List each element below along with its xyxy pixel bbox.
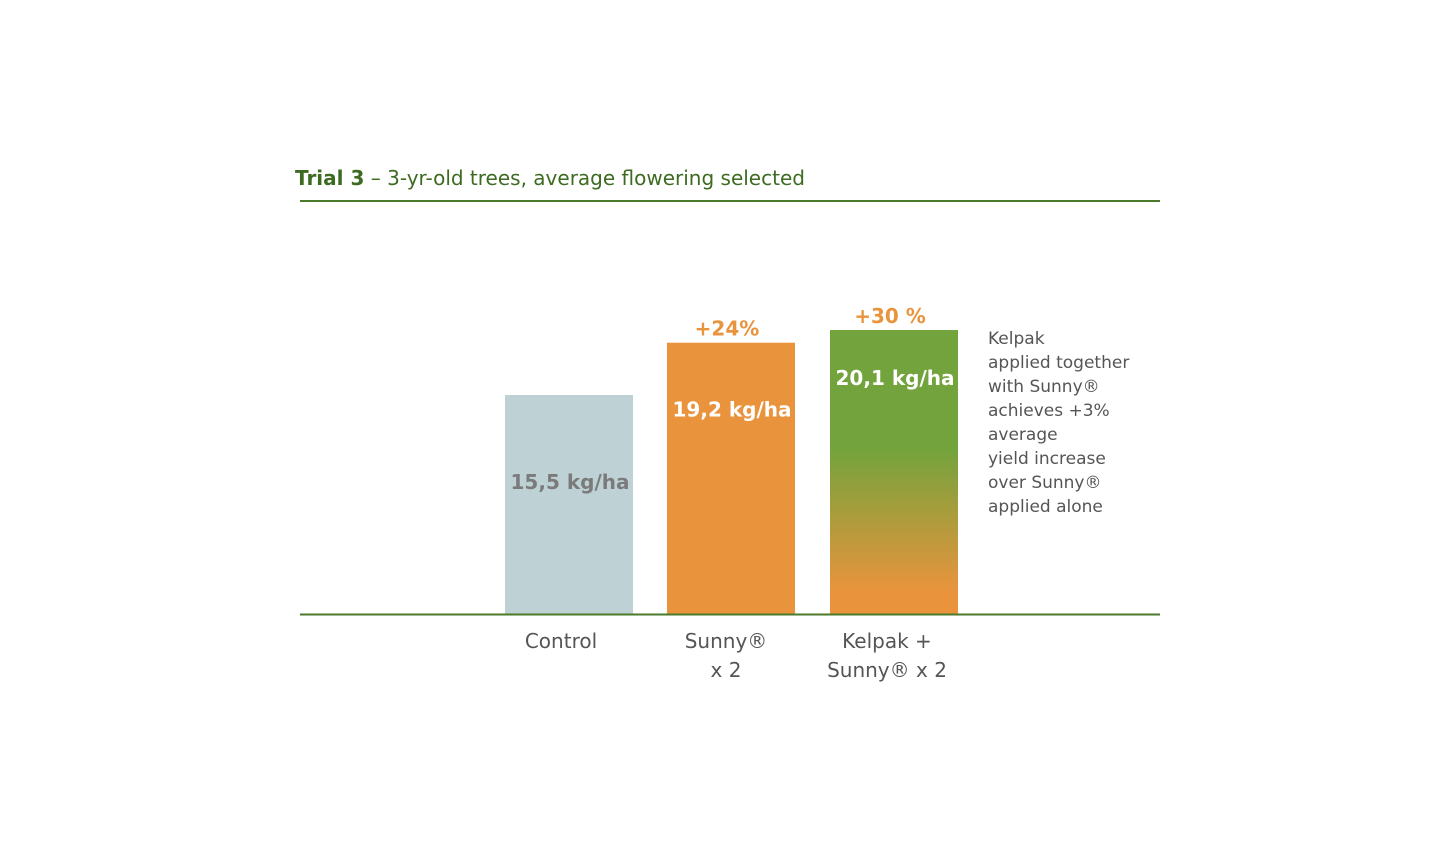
note-line: over Sunny® (988, 473, 1102, 493)
chart-title-bold: Trial 3 (295, 166, 365, 190)
note-line: applied alone (988, 497, 1103, 517)
chart-title-rest: – 3-yr-old trees, average flowering sele… (364, 166, 805, 190)
note-line: with Sunny® (988, 377, 1100, 397)
annotation-note: Kelpak applied together with Sunny® achi… (988, 327, 1158, 519)
bar-1 (667, 342, 795, 614)
category-label: Kelpak + (842, 629, 932, 653)
category-label-line2: Sunny® x 2 (827, 658, 947, 682)
note-line: average (988, 425, 1058, 445)
bar-value-label: 19,2 kg/ha (673, 398, 792, 422)
note-line: achieves +3% (988, 401, 1110, 421)
category-label: Control (525, 629, 597, 653)
increase-label: +24% (695, 317, 760, 341)
increase-label: +30 % (854, 304, 926, 328)
bar-2 (830, 330, 958, 614)
chart-title: Trial 3 – 3-yr-old trees, average flower… (295, 166, 805, 190)
title-rule (300, 200, 1160, 202)
bars-group: 15,5 kg/ha Control 19,2 kg/ha +24% Sunny® x 2… (505, 304, 958, 682)
bar-0 (505, 394, 633, 614)
bar-value-label: 15,5 kg/ha (511, 470, 630, 494)
note-line: yield increase (988, 449, 1106, 469)
bar-value-label: 20,1 kg/ha (836, 366, 955, 390)
category-label-line2: x 2 (711, 658, 742, 682)
category-label: Sunny® (685, 629, 768, 653)
note-line: Kelpak (988, 329, 1045, 349)
note-line: applied together (988, 353, 1130, 373)
